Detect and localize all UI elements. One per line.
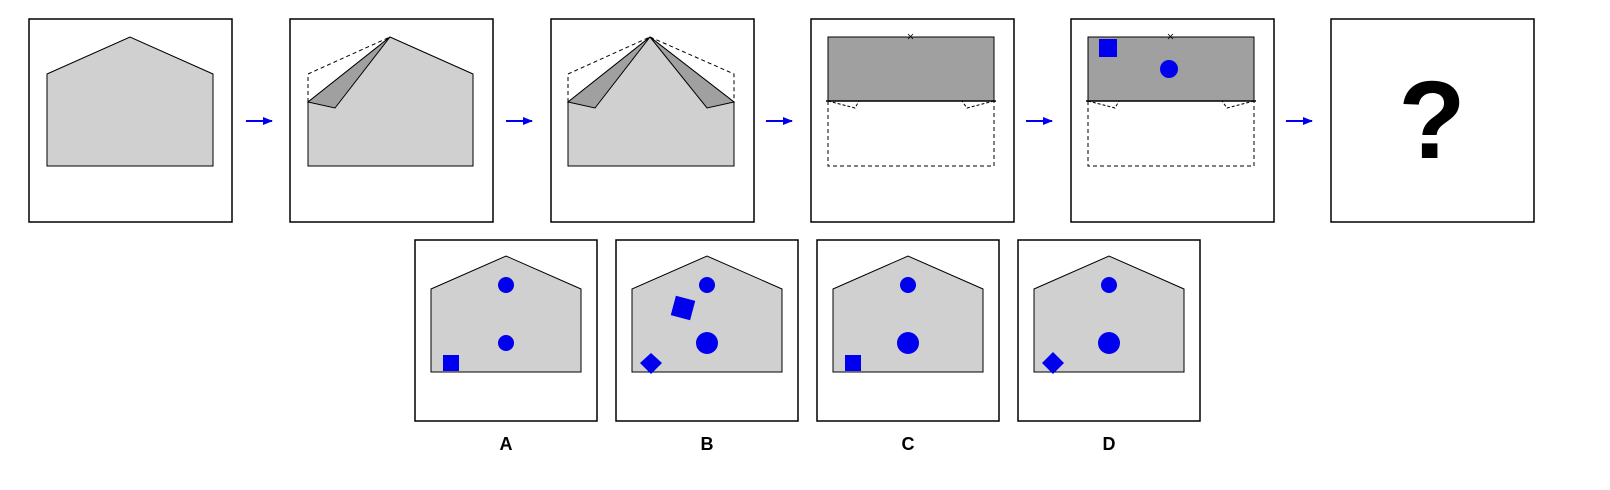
- option-label-b: B: [701, 434, 714, 454]
- panel-frame: [1330, 18, 1535, 223]
- option-label-a: A: [500, 434, 513, 454]
- hole-circle-middle: [696, 332, 718, 354]
- option-a[interactable]: A: [414, 239, 598, 454]
- sequence-panel-2: [289, 18, 494, 223]
- sequence-panel-unknown: ?: [1330, 18, 1535, 223]
- unfolded-paper: [631, 255, 783, 373]
- unfolded-paper: [1033, 255, 1185, 373]
- unfolded-paper: [832, 255, 984, 373]
- hole-tilted-square: [670, 295, 696, 321]
- original-bottom-dashed: [827, 101, 995, 167]
- pentagon-paper: [46, 36, 214, 167]
- original-outline-dashed-left: [567, 36, 651, 102]
- question-mark: ?: [1398, 59, 1465, 182]
- sequence-panel-3: [550, 18, 755, 223]
- hole-diamond: [1042, 352, 1064, 374]
- hole-circle-middle: [1098, 332, 1120, 354]
- hole-square: [443, 355, 459, 371]
- apex-mark: [1167, 33, 1174, 40]
- original-outline-dashed: [307, 36, 391, 102]
- punched-square-hole: [1099, 39, 1117, 57]
- hole-square: [845, 355, 861, 371]
- hole-circle-top: [900, 277, 916, 293]
- flap-left-dashed: [1087, 100, 1120, 109]
- option-d[interactable]: D: [1017, 239, 1201, 454]
- option-label-d: D: [1103, 434, 1116, 454]
- folded-flap-left: [306, 36, 391, 109]
- sequence-panel-1: [28, 18, 233, 223]
- flap-right-dashed: [1221, 100, 1255, 109]
- hole-circle-middle: [498, 335, 514, 351]
- apex-mark: [907, 33, 914, 40]
- unfolded-paper: [430, 255, 582, 373]
- original-outline-dashed-right: [649, 36, 735, 102]
- hole-circle-middle: [897, 332, 919, 354]
- option-b[interactable]: B: [615, 239, 799, 454]
- original-bottom-dashed: [1087, 101, 1255, 167]
- hole-circle-top: [1101, 277, 1117, 293]
- flap-right-dashed: [961, 100, 995, 109]
- folded-flap-left: [566, 36, 651, 109]
- hole-circle-top: [498, 277, 514, 293]
- option-c[interactable]: C: [816, 239, 1000, 454]
- flap-left-dashed: [827, 100, 860, 109]
- option-label-c: C: [902, 434, 915, 454]
- folded-rectangle: [827, 36, 995, 102]
- sequence-panel-5: [1070, 18, 1275, 223]
- sequence-panel-4: [810, 18, 1015, 223]
- folded-flap-right: [649, 36, 736, 109]
- hole-circle-top: [699, 277, 715, 293]
- punched-circle-hole: [1160, 60, 1178, 78]
- hole-diamond: [640, 353, 662, 374]
